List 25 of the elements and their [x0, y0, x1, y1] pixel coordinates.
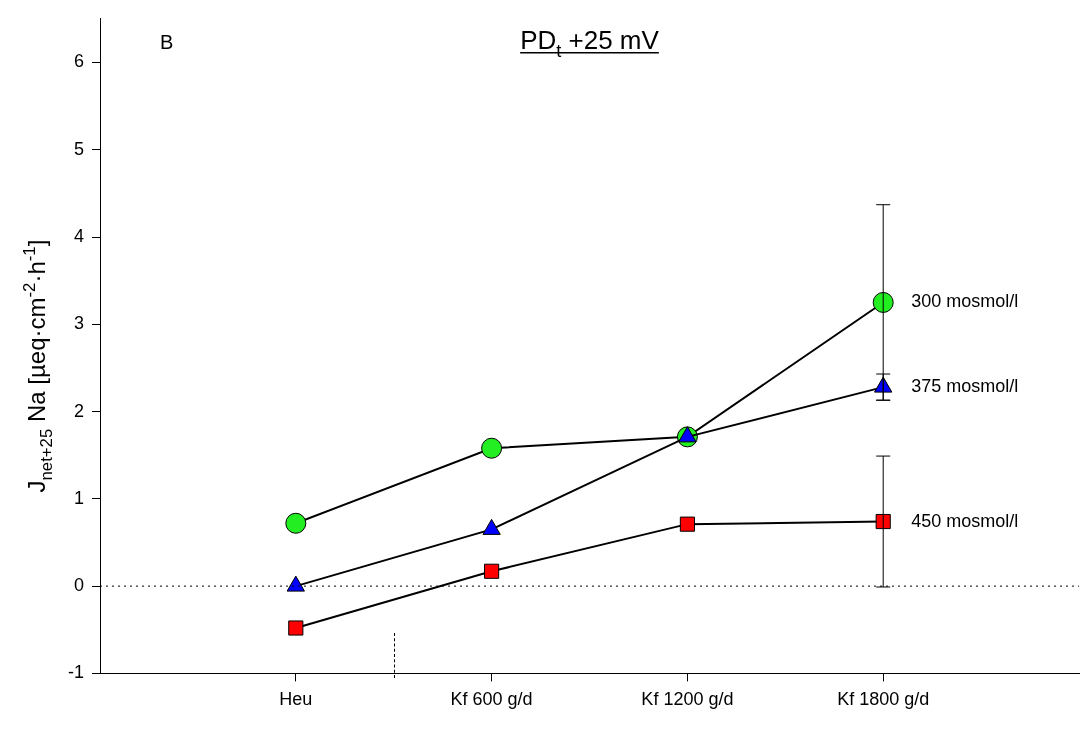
point — [679, 516, 695, 532]
x-tick-label: Kf 1800 g/d — [837, 689, 930, 710]
x-tick-label: Kf 1200 g/d — [641, 689, 734, 710]
x-tick-label: Heu — [279, 689, 313, 710]
series-label: 300 mosmol/l — [911, 291, 1019, 312]
y-axis-title: Jnet+25 Na [µeq·cm-2·h-1] — [20, 239, 57, 493]
point — [481, 437, 503, 459]
y-tick-label: 6 — [73, 51, 84, 72]
series-label: 375 mosmol/l — [911, 376, 1019, 397]
y-tick-label: 0 — [73, 575, 84, 596]
x-tick-label: Kf 600 g/d — [450, 689, 533, 710]
y-tick-label: 2 — [73, 400, 84, 421]
point — [875, 513, 891, 530]
y-tick-label: 4 — [73, 225, 84, 246]
y-tick-label: 1 — [73, 487, 84, 508]
point — [285, 512, 307, 534]
annotation: B — [160, 30, 174, 53]
point — [678, 426, 697, 443]
point — [484, 563, 500, 579]
y-tick-label: 3 — [73, 313, 84, 334]
y-tick-label: -1 — [67, 662, 84, 683]
point — [872, 291, 894, 313]
series-label: 450 mosmol/l — [911, 510, 1019, 531]
y-tick-label: 5 — [73, 138, 84, 159]
point — [288, 620, 304, 636]
